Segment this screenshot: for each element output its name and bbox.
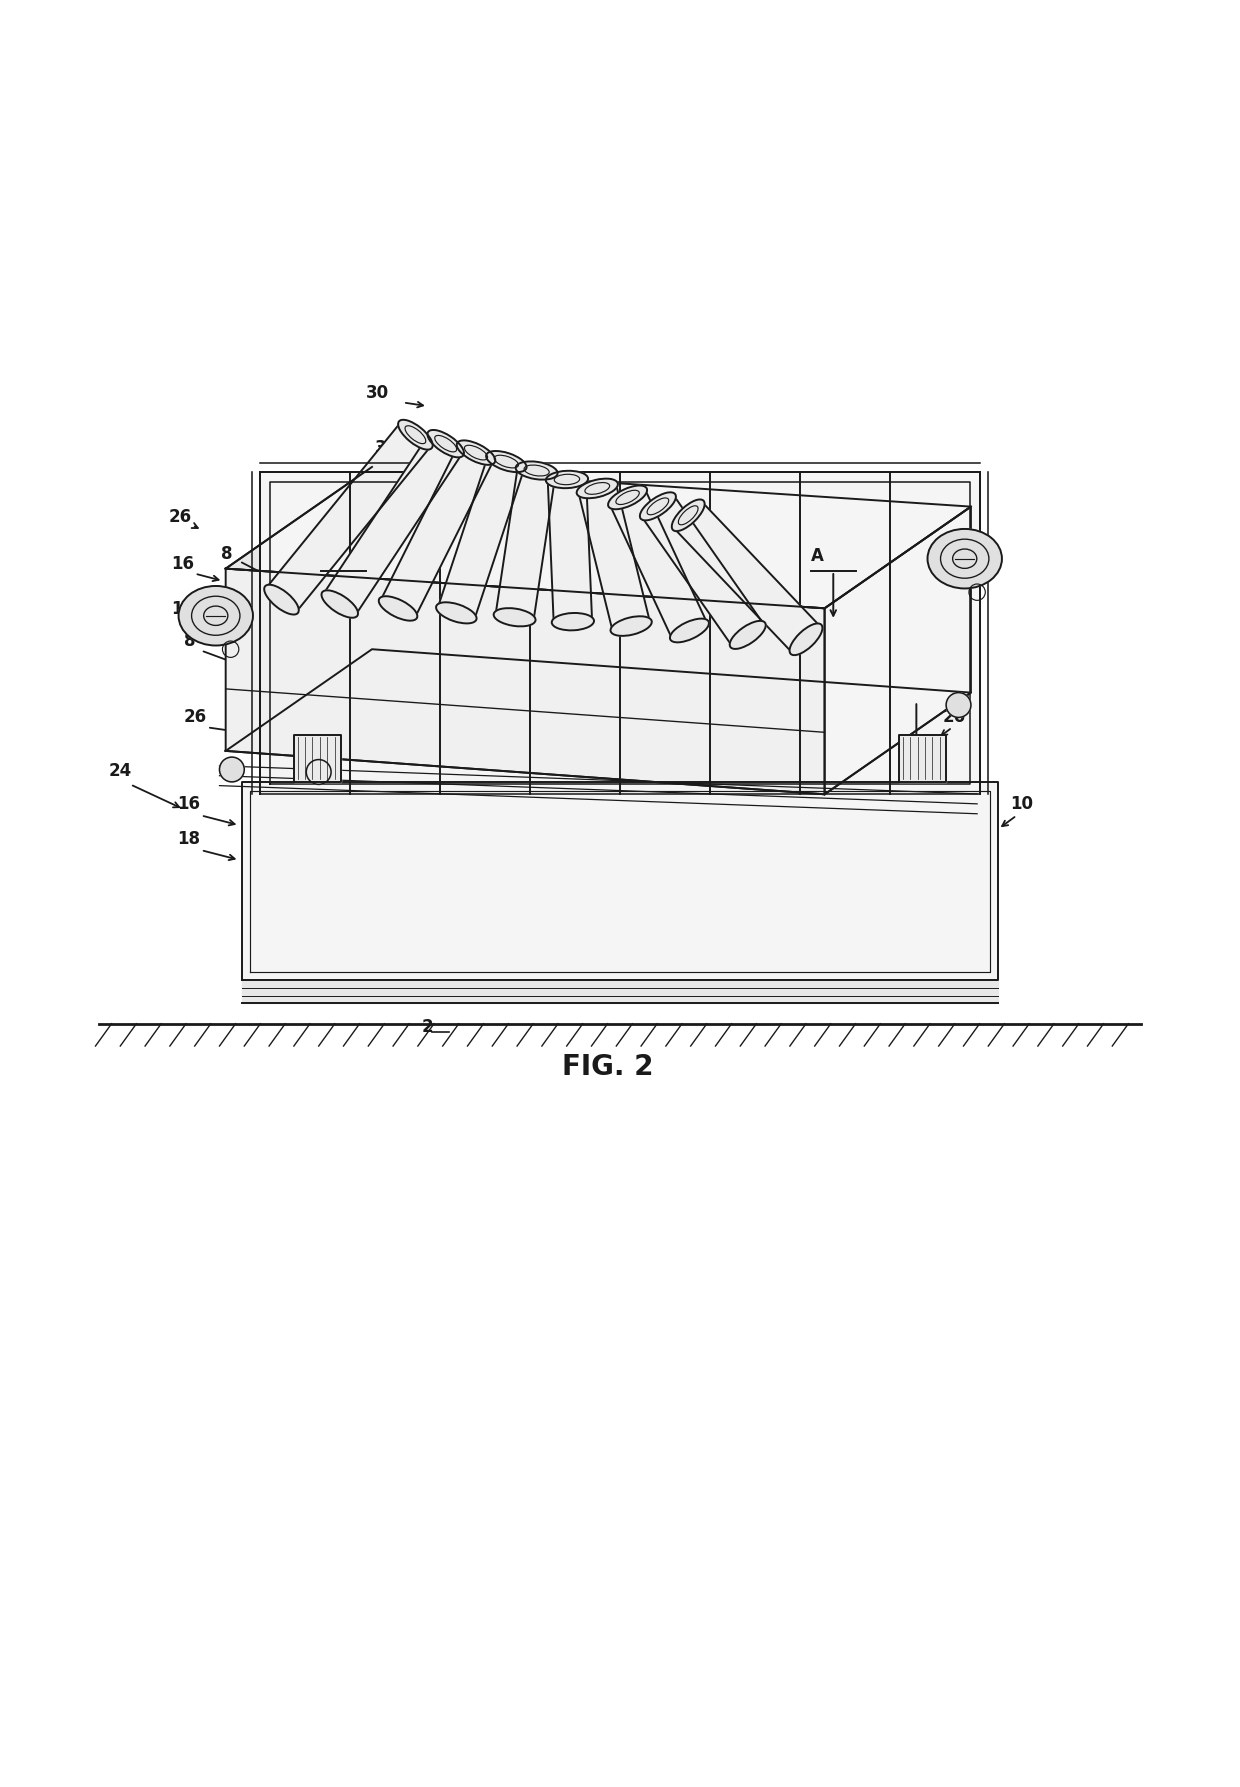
Text: FIG. 2: FIG. 2 xyxy=(562,1053,653,1081)
Text: 26: 26 xyxy=(184,708,207,726)
Ellipse shape xyxy=(640,491,676,520)
Text: 30: 30 xyxy=(374,440,398,457)
Polygon shape xyxy=(899,734,946,783)
Circle shape xyxy=(306,759,331,784)
Ellipse shape xyxy=(928,529,1002,588)
Polygon shape xyxy=(675,502,820,652)
Text: 26: 26 xyxy=(169,508,192,525)
Polygon shape xyxy=(825,508,971,793)
Polygon shape xyxy=(242,981,998,1003)
Text: 22: 22 xyxy=(791,672,815,690)
Ellipse shape xyxy=(670,618,709,642)
Polygon shape xyxy=(579,484,650,631)
Ellipse shape xyxy=(494,608,536,627)
Polygon shape xyxy=(610,490,707,638)
Circle shape xyxy=(219,758,244,783)
Text: 26: 26 xyxy=(887,647,910,665)
Polygon shape xyxy=(294,734,341,783)
Ellipse shape xyxy=(546,470,588,488)
Ellipse shape xyxy=(577,479,618,499)
Polygon shape xyxy=(381,443,494,617)
Polygon shape xyxy=(226,568,825,793)
Ellipse shape xyxy=(486,450,527,472)
Polygon shape xyxy=(324,432,461,615)
Ellipse shape xyxy=(790,624,822,656)
Text: 30: 30 xyxy=(366,384,389,402)
Text: 8: 8 xyxy=(221,545,232,563)
Text: 24: 24 xyxy=(109,761,133,779)
Text: 10: 10 xyxy=(1011,795,1034,813)
Text: 18: 18 xyxy=(177,829,201,847)
Ellipse shape xyxy=(729,620,766,649)
Text: A: A xyxy=(309,547,321,565)
Ellipse shape xyxy=(552,613,594,631)
Text: 2: 2 xyxy=(422,1019,433,1036)
Text: 10: 10 xyxy=(893,702,916,720)
Ellipse shape xyxy=(516,461,558,479)
Ellipse shape xyxy=(610,617,652,636)
Ellipse shape xyxy=(398,420,433,450)
Ellipse shape xyxy=(264,584,299,615)
Text: 26: 26 xyxy=(942,708,966,726)
Text: FIG. 1: FIG. 1 xyxy=(487,824,579,852)
Polygon shape xyxy=(267,422,430,611)
Circle shape xyxy=(946,693,971,717)
Ellipse shape xyxy=(179,586,253,645)
Polygon shape xyxy=(260,472,980,793)
Ellipse shape xyxy=(608,486,647,509)
Text: 16: 16 xyxy=(171,554,195,572)
Polygon shape xyxy=(548,479,591,622)
Text: 8: 8 xyxy=(184,631,195,649)
Text: A: A xyxy=(811,547,823,565)
Text: 16: 16 xyxy=(177,795,201,813)
Polygon shape xyxy=(242,783,998,981)
Ellipse shape xyxy=(456,440,495,465)
Ellipse shape xyxy=(428,431,464,457)
Polygon shape xyxy=(642,495,764,645)
Ellipse shape xyxy=(321,590,358,618)
Ellipse shape xyxy=(378,597,418,620)
Text: 18: 18 xyxy=(171,600,195,618)
Polygon shape xyxy=(226,466,971,608)
Polygon shape xyxy=(438,456,525,618)
Ellipse shape xyxy=(436,602,476,624)
Ellipse shape xyxy=(672,499,704,531)
Polygon shape xyxy=(496,468,556,620)
Text: 22: 22 xyxy=(304,672,327,690)
